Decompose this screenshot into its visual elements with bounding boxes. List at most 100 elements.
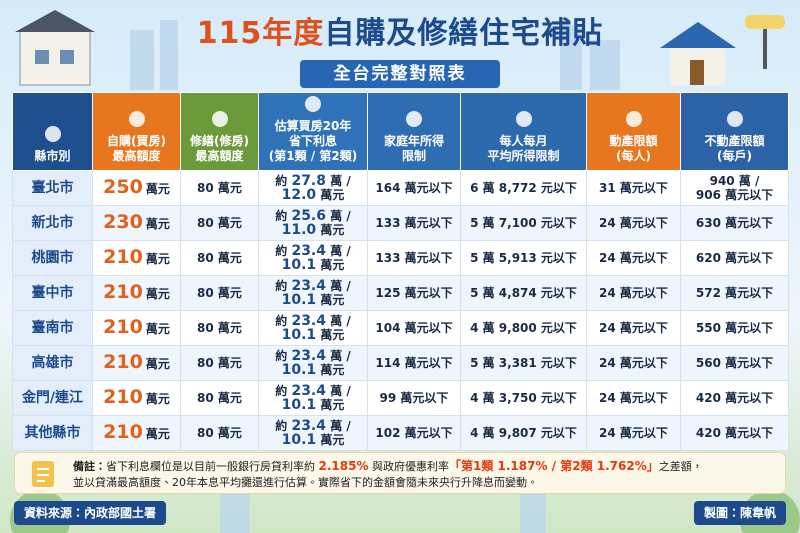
immovable-cell: 572 萬元以下 bbox=[680, 275, 789, 311]
repair-cell: 80 萬元 bbox=[180, 415, 259, 451]
purchase-amount: 210 bbox=[103, 316, 143, 338]
monthly-income: 5 萬 7,100 元以下 bbox=[460, 205, 587, 241]
purchase-amount: 250 bbox=[103, 176, 143, 198]
immovable-limit: 550 萬元以下 bbox=[695, 321, 774, 335]
header-icon bbox=[211, 111, 228, 127]
interest-first: 23.4 bbox=[291, 278, 326, 294]
monthly-income: 6 萬 8,772 元以下 bbox=[460, 170, 587, 206]
table-row: 新北市 230 萬元 80 萬元約 25.6 萬 /11.0 萬元 133 萬元以下 5 … bbox=[12, 205, 789, 241]
header-text: 動產限額 bbox=[609, 134, 658, 148]
column-header: 自購(買房) 最高額度 bbox=[92, 92, 181, 171]
interest-second-unit: 萬元 bbox=[320, 328, 345, 342]
household-income: 99 萬元以下 bbox=[367, 380, 461, 416]
table-row: 高雄市 210 萬元 80 萬元約 23.4 萬 /10.1 萬元 114 萬元以下 5 … bbox=[12, 345, 789, 381]
movable-limit: 24 萬元以下 bbox=[586, 345, 681, 381]
repair-cell: 80 萬元 bbox=[180, 170, 259, 206]
immovable-cell: 560 萬元以下 bbox=[680, 345, 789, 381]
source: 資料來源：內政部國土署 bbox=[14, 501, 167, 525]
note-segment: 2.185% bbox=[318, 459, 369, 473]
monthly-income: 5 萬 4,874 元以下 bbox=[460, 275, 587, 311]
interest-second-unit: 萬元 bbox=[320, 363, 345, 377]
purchase-cell: 210 萬元 bbox=[92, 310, 181, 346]
household-income: 133 萬元以下 bbox=[367, 240, 461, 276]
household-income: 102 萬元以下 bbox=[367, 415, 461, 451]
city: 臺中市 bbox=[12, 275, 93, 311]
purchase-cell: 210 萬元 bbox=[92, 240, 181, 276]
interest-first-unit: 萬 / bbox=[330, 314, 351, 328]
purchase-cell: 210 萬元 bbox=[92, 345, 181, 381]
header-text: 不動產限額 bbox=[704, 134, 765, 148]
purchase-cell: 250 萬元 bbox=[92, 170, 181, 206]
immovable-cell: 940 萬 /906 萬元以下 bbox=[680, 170, 789, 206]
purchase-cell: 210 萬元 bbox=[92, 415, 181, 451]
header-text: 省下利息 bbox=[288, 134, 337, 148]
interest-second-unit: 萬元 bbox=[320, 258, 345, 272]
immovable-cell: 420 萬元以下 bbox=[680, 415, 789, 451]
interest-prefix: 約 bbox=[275, 419, 288, 433]
purchase-unit: 萬元 bbox=[145, 322, 170, 336]
header-text: 自購(買房) bbox=[107, 134, 166, 148]
interest-first-unit: 萬 / bbox=[330, 349, 351, 363]
immovable-limit: 940 萬 / bbox=[709, 174, 760, 188]
purchase-unit: 萬元 bbox=[145, 217, 170, 231]
header-icon bbox=[406, 111, 422, 127]
purchase-unit: 萬元 bbox=[145, 287, 170, 301]
interest-second: 10.1 bbox=[281, 292, 317, 308]
interest-cell: 約 23.4 萬 / 10.1 萬元 bbox=[258, 275, 368, 311]
interest-second: 10.1 bbox=[281, 327, 317, 343]
note-icon bbox=[32, 461, 54, 487]
table-row: 臺中市 210 萬元 80 萬元約 23.4 萬 /10.1 萬元 125 萬元以下 5 … bbox=[12, 275, 789, 311]
header-icon bbox=[44, 126, 61, 142]
interest-cell: 約 23.4 萬 / 10.1 萬元 bbox=[258, 415, 368, 451]
interest-first: 27.8 bbox=[291, 173, 326, 189]
purchase-cell: 210 萬元 bbox=[92, 275, 181, 311]
interest-second: 10.1 bbox=[281, 257, 317, 273]
note-text: 省下利息欄位是以目前一般銀行房貸利率約 2.185% 與政府優惠利率「第1類 1… bbox=[73, 459, 703, 489]
movable-limit: 24 萬元以下 bbox=[586, 205, 681, 241]
header-text: (第1類 / 第2類) bbox=[268, 149, 358, 163]
interest-prefix: 約 bbox=[275, 174, 288, 188]
table-row: 金門/連江 210 萬元 80 萬元約 23.4 萬 /10.1 萬元 99 萬元以下 4… bbox=[12, 380, 789, 416]
header-icon bbox=[305, 96, 321, 112]
immovable-limit: 420 萬元以下 bbox=[695, 426, 774, 440]
interest-cell: 約 23.4 萬 / 10.1 萬元 bbox=[258, 310, 368, 346]
interest-second: 11.0 bbox=[281, 222, 317, 238]
table-row: 其他縣市 210 萬元 80 萬元約 23.4 萬 /10.1 萬元 102 萬元以下 4… bbox=[12, 415, 789, 451]
city: 金門/連江 bbox=[12, 380, 93, 416]
interest-cell: 約 23.4 萬 / 10.1 萬元 bbox=[258, 345, 368, 381]
immovable-cell: 630 萬元以下 bbox=[680, 205, 789, 241]
header-text: 每人每月 bbox=[499, 134, 548, 148]
purchase-amount: 210 bbox=[103, 281, 143, 303]
subtitle: 全台完整對照表 bbox=[300, 60, 500, 88]
header-text: 估算買房20年 bbox=[274, 119, 352, 133]
purchase-unit: 萬元 bbox=[145, 392, 170, 406]
header-text: 縣市別 bbox=[34, 149, 71, 163]
header-text: 修繕(修房) bbox=[190, 134, 249, 148]
city: 高雄市 bbox=[12, 345, 93, 381]
title-main: 自購及修繕住宅補貼 bbox=[324, 16, 604, 51]
purchase-unit: 萬元 bbox=[145, 252, 170, 266]
movable-limit: 24 萬元以下 bbox=[586, 415, 681, 451]
interest-second: 12.0 bbox=[281, 187, 317, 203]
monthly-income: 4 萬 9,807 元以下 bbox=[460, 415, 587, 451]
interest-first-unit: 萬 / bbox=[330, 209, 351, 223]
interest-first: 23.4 bbox=[291, 383, 326, 399]
movable-limit: 24 萬元以下 bbox=[586, 275, 681, 311]
purchase-amount: 210 bbox=[103, 351, 143, 373]
purchase-cell: 230 萬元 bbox=[92, 205, 181, 241]
immovable-limit: 572 萬元以下 bbox=[695, 286, 774, 300]
movable-limit: 31 萬元以下 bbox=[586, 170, 681, 206]
purchase-unit: 萬元 bbox=[145, 427, 170, 441]
interest-second-unit: 萬元 bbox=[320, 293, 345, 307]
title-year: 115年度 bbox=[196, 16, 325, 51]
table-row: 臺南市 210 萬元 80 萬元約 23.4 萬 /10.1 萬元 104 萬元以下 4 … bbox=[12, 310, 789, 346]
city: 桃園市 bbox=[12, 240, 93, 276]
purchase-amount: 210 bbox=[103, 421, 143, 443]
interest-prefix: 約 bbox=[275, 349, 288, 363]
purchase-amount: 230 bbox=[103, 211, 143, 233]
header-text: (每人) bbox=[616, 149, 651, 163]
interest-second-unit: 萬元 bbox=[320, 223, 345, 237]
table-row: 桃園市 210 萬元 80 萬元約 23.4 萬 /10.1 萬元 133 萬元以下 5 … bbox=[12, 240, 789, 276]
monthly-income: 5 萬 5,913 元以下 bbox=[460, 240, 587, 276]
interest-second: 10.1 bbox=[281, 432, 317, 448]
